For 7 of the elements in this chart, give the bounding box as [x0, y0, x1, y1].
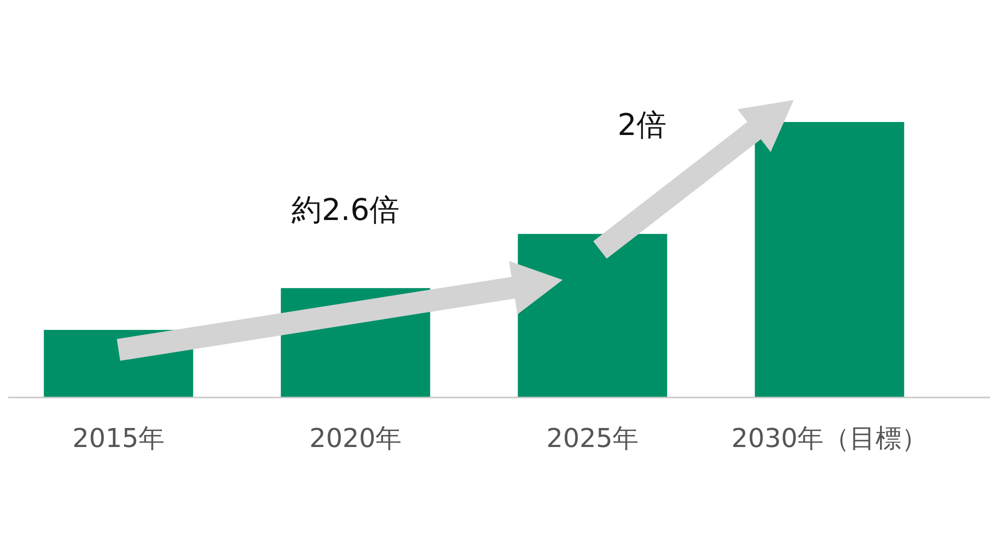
- x-tick-label: 2025年: [546, 424, 639, 454]
- annotation: 約2.6倍: [292, 193, 400, 228]
- x-tick-label: 2030年（目標）: [731, 424, 928, 454]
- x-tick-label: 2015年: [72, 424, 165, 454]
- x-tick-label: 2020年: [309, 424, 402, 454]
- annotation: 2倍: [617, 108, 667, 143]
- bar: [754, 122, 904, 397]
